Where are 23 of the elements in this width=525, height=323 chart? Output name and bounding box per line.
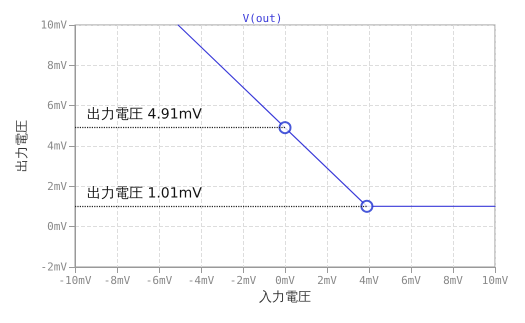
x-tick-label: 10mV: [482, 274, 509, 287]
y-tick-label: 4mV: [47, 140, 68, 152]
chart-title: V(out): [242, 12, 282, 25]
y-tick-label: 8mV: [47, 58, 68, 72]
x-tick-label: 4mV: [359, 274, 380, 287]
x-tick-label: 6mV: [401, 274, 422, 287]
y-tick-label: 2mV: [47, 180, 68, 193]
x-tick-label: -2mV: [230, 274, 257, 287]
y-axis-title: 出力電圧: [15, 120, 30, 172]
x-axis-title: 入力電圧: [259, 290, 311, 305]
y-tick-label: 10mV: [40, 18, 68, 32]
y-tick-label: 6mV: [47, 99, 68, 112]
x-tick-label: -10mV: [58, 274, 92, 287]
x-tick-label: 0mV: [275, 274, 296, 287]
annotation: 出力電圧 1.01mV: [87, 185, 202, 202]
x-tick-label: 2mV: [317, 274, 338, 287]
x-tick-label: -8mV: [104, 274, 131, 287]
x-tick-label: -6mV: [146, 274, 173, 287]
annotation: 出力電圧 4.91mV: [87, 106, 202, 123]
y-tick-label: -2mV: [40, 260, 68, 274]
x-tick-label: 8mV: [443, 274, 464, 287]
y-tick-label: 0mV: [47, 220, 68, 234]
x-tick-label: -4mV: [188, 274, 215, 287]
